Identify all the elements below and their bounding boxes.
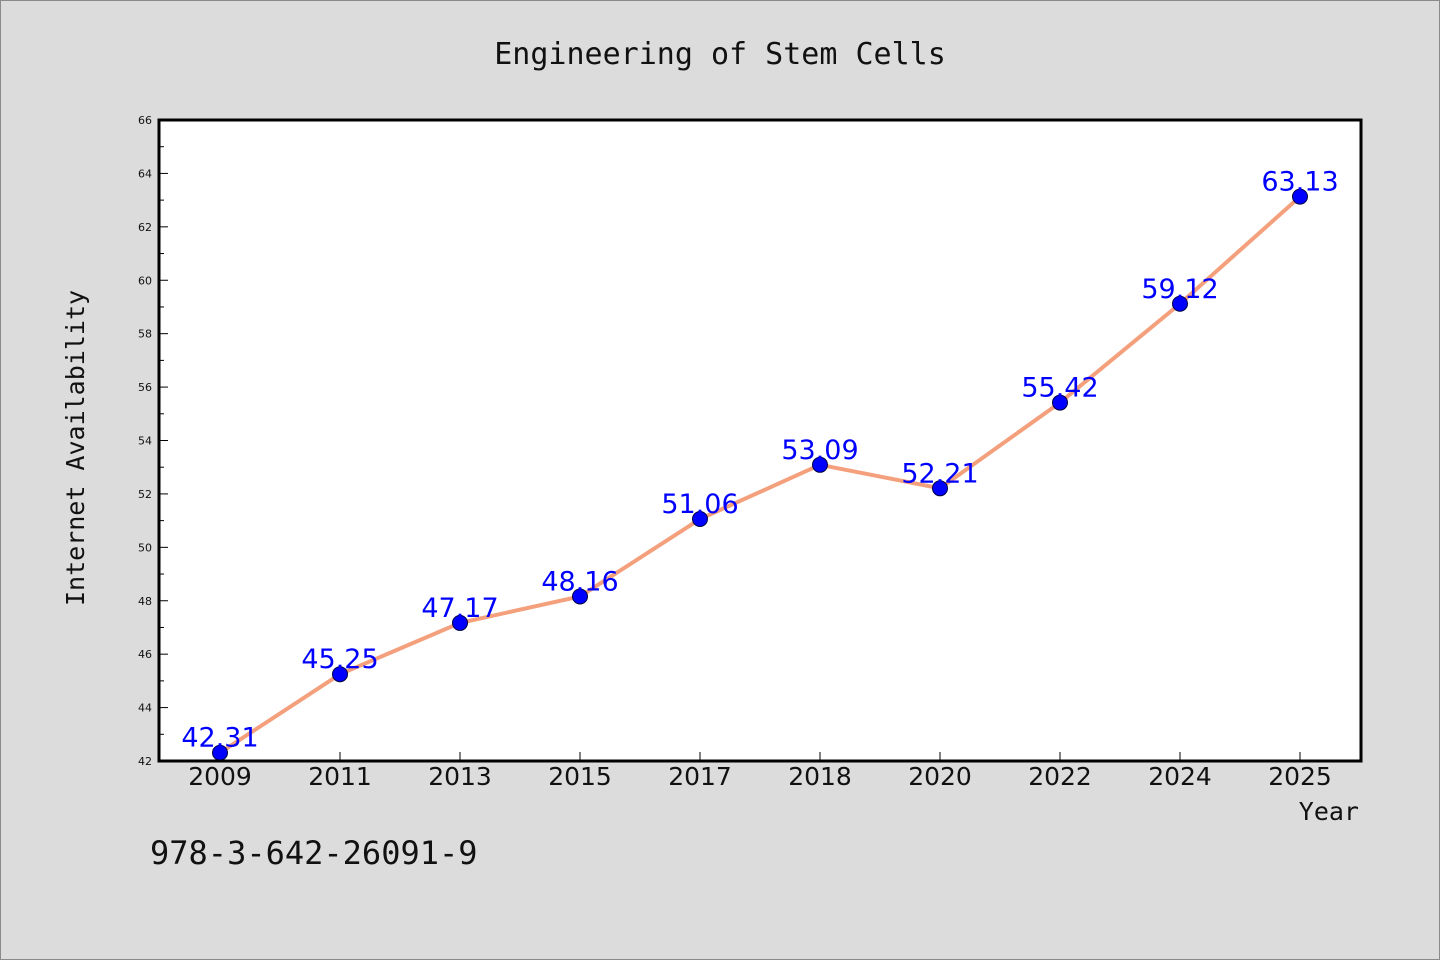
x-axis-title: Year	[1299, 797, 1359, 826]
data-label: 47.17	[421, 593, 498, 624]
x-tick-label: 2022	[1028, 762, 1092, 791]
data-point	[452, 614, 468, 631]
data-point	[332, 666, 348, 683]
x-tick-label: 2018	[788, 762, 852, 791]
y-axis-title: Internet Availability	[61, 290, 90, 606]
data-label: 42.31	[181, 723, 258, 754]
x-tick-label: 2013	[428, 762, 492, 791]
data-point	[1172, 295, 1188, 312]
y-tick-label: 44	[138, 702, 152, 715]
data-label: 59.12	[1141, 274, 1218, 305]
isbn-footer: 978-3-642-26091-9	[150, 834, 478, 872]
chart-title: Engineering of Stem Cells	[494, 37, 946, 72]
data-point	[932, 480, 948, 497]
y-axis-ticks: 42 44 46 48 50 52 54 56 58 60 62 64 66	[138, 114, 168, 768]
series-line	[218, 194, 1302, 755]
data-label: 52.21	[901, 458, 978, 489]
data-point	[572, 588, 588, 605]
y-tick-label: 52	[138, 488, 152, 501]
x-axis-ticks: 2009 2011 2013 2015 2017 2018 2020 2022 2024 2025	[188, 752, 1332, 791]
data-label: 55.42	[1021, 373, 1098, 404]
data-point	[812, 456, 828, 473]
data-label: 63.13	[1261, 167, 1338, 198]
y-tick-label: 60	[138, 274, 152, 287]
y-tick-label: 50	[138, 541, 152, 554]
x-tick-label: 2009	[188, 762, 252, 791]
y-tick-label: 66	[138, 114, 152, 127]
plot-area	[159, 120, 1361, 761]
y-tick-label: 64	[138, 167, 152, 180]
y-tick-label: 54	[138, 435, 152, 448]
data-label: 45.25	[301, 644, 378, 675]
x-tick-label: 2015	[548, 762, 612, 791]
y-tick-label: 42	[138, 755, 152, 768]
y-tick-label: 62	[138, 221, 152, 234]
y-tick-label: 58	[138, 328, 152, 341]
y-tick-label: 48	[138, 595, 152, 608]
x-tick-label: 2020	[908, 762, 972, 791]
data-points	[212, 188, 1308, 761]
x-tick-label: 2017	[668, 762, 732, 791]
data-label: 53.09	[781, 435, 858, 466]
data-point	[692, 511, 708, 528]
x-tick-label: 2024	[1148, 762, 1212, 791]
data-labels: 42.31 45.25 47.17 48.16 51.06 53.09 52.21 55.42…	[181, 167, 1338, 754]
data-point	[1292, 188, 1308, 205]
x-tick-label: 2025	[1268, 762, 1332, 791]
data-point	[1052, 394, 1068, 411]
y-tick-label: 56	[138, 381, 152, 394]
plot-border	[157, 118, 1363, 763]
x-tick-label: 2011	[308, 762, 372, 791]
y-tick-label: 46	[138, 648, 152, 661]
data-label: 51.06	[661, 489, 738, 520]
data-label: 48.16	[541, 566, 618, 597]
